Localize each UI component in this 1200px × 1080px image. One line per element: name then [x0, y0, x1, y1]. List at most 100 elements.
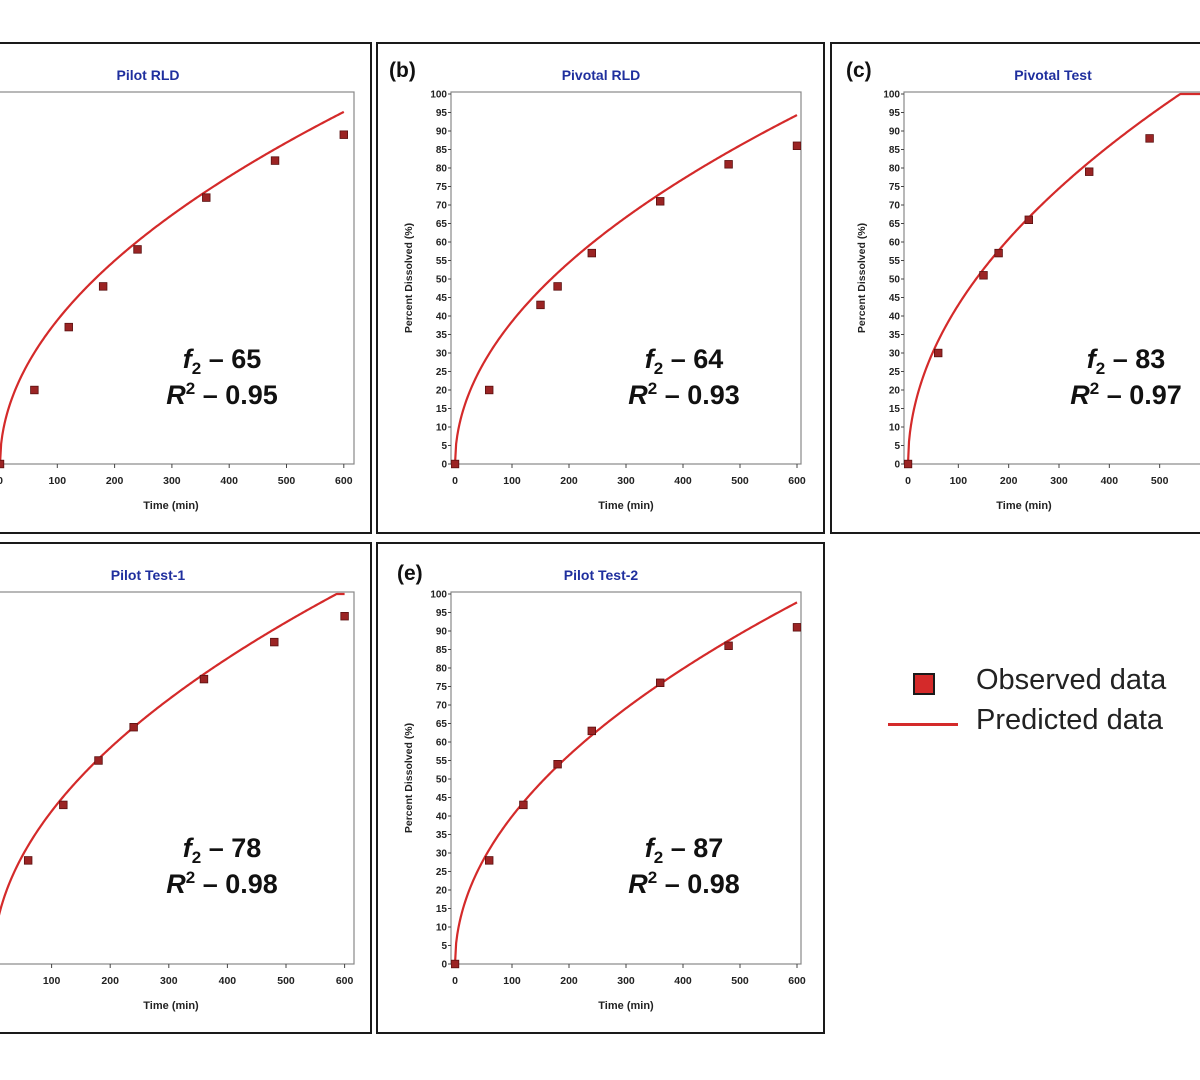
r2-superscript: 2 — [186, 379, 195, 398]
observed-point — [1024, 215, 1033, 224]
y-axis-label: Percent Dissolved (%) — [403, 723, 415, 833]
r2-annotation: R2 – 0.98 — [166, 868, 278, 899]
r2-annotation: R2 – 0.98 — [628, 868, 740, 899]
y-tick-label: 10 — [436, 423, 448, 434]
y-tick-label: 75 — [436, 182, 448, 193]
r2-symbol: R — [166, 869, 186, 899]
observed-point — [519, 800, 528, 810]
x-tick-label: 0 — [452, 475, 458, 487]
x-tick-label: 500 — [277, 975, 295, 987]
x-tick-label: 400 — [674, 475, 692, 487]
y-tick-label: 100 — [430, 90, 447, 101]
observed-marker-icon — [913, 673, 935, 695]
y-tick-label: 75 — [436, 682, 448, 693]
x-tick-label: 500 — [731, 475, 749, 487]
observed-point — [451, 959, 460, 969]
observed-point — [133, 245, 142, 254]
y-tick-label: 90 — [889, 127, 901, 138]
plot-area — [0, 591, 355, 965]
chart-title: Pilot Test-2 — [564, 567, 639, 583]
panel-frame — [376, 542, 825, 1034]
r2-symbol: R — [1070, 380, 1090, 410]
y-tick-label: 80 — [436, 164, 448, 175]
y-tick-label: 80 — [436, 664, 448, 675]
observed-point — [536, 300, 545, 310]
predicted-curve — [453, 114, 798, 465]
x-tick-label: 300 — [163, 475, 181, 487]
observed-point — [23, 856, 33, 865]
observed-point — [339, 130, 348, 139]
panel-label: (e) — [397, 562, 423, 585]
legend: Observed data Predicted data — [880, 660, 1200, 760]
predicted-curve — [453, 601, 798, 965]
x-axis-label: Time (min) — [143, 1000, 199, 1012]
x-tick-label: 600 — [336, 975, 354, 987]
y-tick-label: 95 — [889, 108, 901, 119]
observed-point — [994, 248, 1003, 258]
y-tick-label: 55 — [436, 756, 448, 767]
observed-point — [724, 641, 733, 650]
x-axis-label: Time (min) — [598, 1000, 654, 1012]
x-tick-label: 300 — [617, 975, 635, 987]
y-tick-label: 50 — [436, 275, 448, 286]
x-tick-label: 600 — [335, 475, 353, 487]
y-tick-label: 45 — [436, 293, 448, 304]
chart-title: Pivotal RLD — [562, 67, 641, 83]
y-tick-label: 75 — [889, 182, 901, 193]
x-tick-label: 100 — [950, 475, 968, 487]
r2-value: – 0.98 — [657, 869, 740, 899]
observed-point — [340, 612, 349, 621]
y-tick-label: 25 — [889, 367, 901, 378]
predicted-curve — [0, 592, 345, 916]
r2-superscript: 2 — [648, 868, 657, 887]
x-tick-label: 200 — [101, 975, 119, 987]
y-tick-label: 80 — [889, 164, 901, 175]
r2-superscript: 2 — [1090, 379, 1099, 398]
y-tick-label: 10 — [436, 923, 448, 934]
y-tick-label: 35 — [889, 330, 901, 341]
chart-panel-4: Pilot Test-10100200300400500600Time (min… — [0, 542, 372, 1034]
chart-panel-1: Pilot RLD0100200300400500600Time (min)f2… — [0, 42, 372, 534]
y-tick-label: 50 — [889, 275, 901, 286]
x-tick-label: 0 — [905, 475, 911, 487]
y-tick-label: 30 — [436, 849, 448, 860]
y-tick-label: 65 — [436, 719, 448, 730]
y-tick-label: 60 — [889, 238, 901, 249]
f2-value: – 65 — [201, 344, 261, 374]
y-tick-label: 60 — [436, 738, 448, 749]
panel-label: (c) — [846, 59, 872, 82]
r2-value: – 0.98 — [195, 869, 278, 899]
plot-area — [450, 591, 802, 965]
y-tick-label: 45 — [436, 793, 448, 804]
observed-point — [934, 348, 943, 358]
panel-label: (b) — [389, 59, 416, 82]
y-tick-label: 30 — [436, 349, 448, 360]
y-axis-label: Percent Dissolved (%) — [856, 223, 868, 333]
observed-point — [484, 385, 494, 395]
observed-point — [64, 322, 73, 332]
y-tick-label: 30 — [889, 349, 901, 360]
x-tick-label: 100 — [49, 475, 67, 487]
y-axis-label: Percent Dissolved (%) — [403, 223, 415, 333]
f2-subscript: 2 — [654, 848, 663, 867]
observed-point — [1085, 167, 1094, 176]
r2-annotation: R2 – 0.95 — [166, 379, 278, 410]
x-tick-label: 200 — [560, 975, 578, 987]
x-tick-label: 200 — [560, 475, 578, 487]
x-tick-label: 600 — [788, 475, 806, 487]
observed-point — [451, 459, 460, 469]
legend-label-predicted: Predicted data — [976, 704, 1164, 736]
observed-point — [724, 160, 733, 169]
observed-point — [792, 623, 801, 632]
panel-frame — [376, 42, 825, 534]
x-tick-label: 0 — [452, 975, 458, 987]
r2-symbol: R — [628, 380, 648, 410]
x-tick-label: 300 — [1050, 475, 1068, 487]
x-tick-label: 400 — [674, 975, 692, 987]
chart-panel-2: Pivotal RLD(b)05101520253035404550556065… — [376, 42, 825, 534]
observed-point — [129, 723, 138, 732]
observed-point — [270, 156, 280, 165]
r2-value: – 0.93 — [657, 380, 740, 410]
observed-point — [553, 760, 562, 769]
y-tick-label: 40 — [889, 312, 901, 323]
